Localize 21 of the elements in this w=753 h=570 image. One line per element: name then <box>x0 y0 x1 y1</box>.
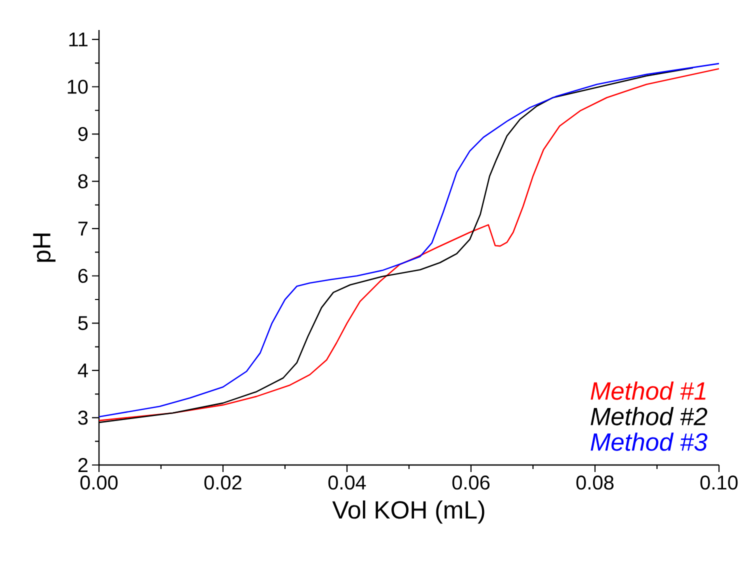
x-axis-title: Vol KOH (mL) <box>332 500 484 524</box>
x-tick-label: 0.04 <box>328 476 366 490</box>
text: Method #1 <box>590 382 706 400</box>
x-tick-label: 0.02 <box>204 476 242 490</box>
x-tick-label: 0.06 <box>452 476 490 490</box>
x-tick-label: 0.08 <box>576 476 614 490</box>
text: Method #3 <box>590 432 708 451</box>
y-tick-label: 2 <box>78 458 88 472</box>
y-tick-label: 3 <box>78 410 88 425</box>
y-tick-label: 4 <box>78 364 88 378</box>
x-tick-label: 0.10 <box>700 476 738 490</box>
x-tick-label: 0.00 <box>80 476 118 490</box>
text: Method #2 <box>590 407 708 426</box>
y-tick-label: 6 <box>78 268 88 283</box>
y-axis-title: pH <box>33 234 56 262</box>
y-tick-label: 7 <box>78 222 88 236</box>
y-tick-label: 10 <box>68 80 88 94</box>
y-tick-label: 11 <box>69 32 88 46</box>
y-tick-label: 5 <box>78 316 88 330</box>
y-tick-label: 8 <box>78 174 88 188</box>
y-tick-label: 9 <box>78 126 88 142</box>
